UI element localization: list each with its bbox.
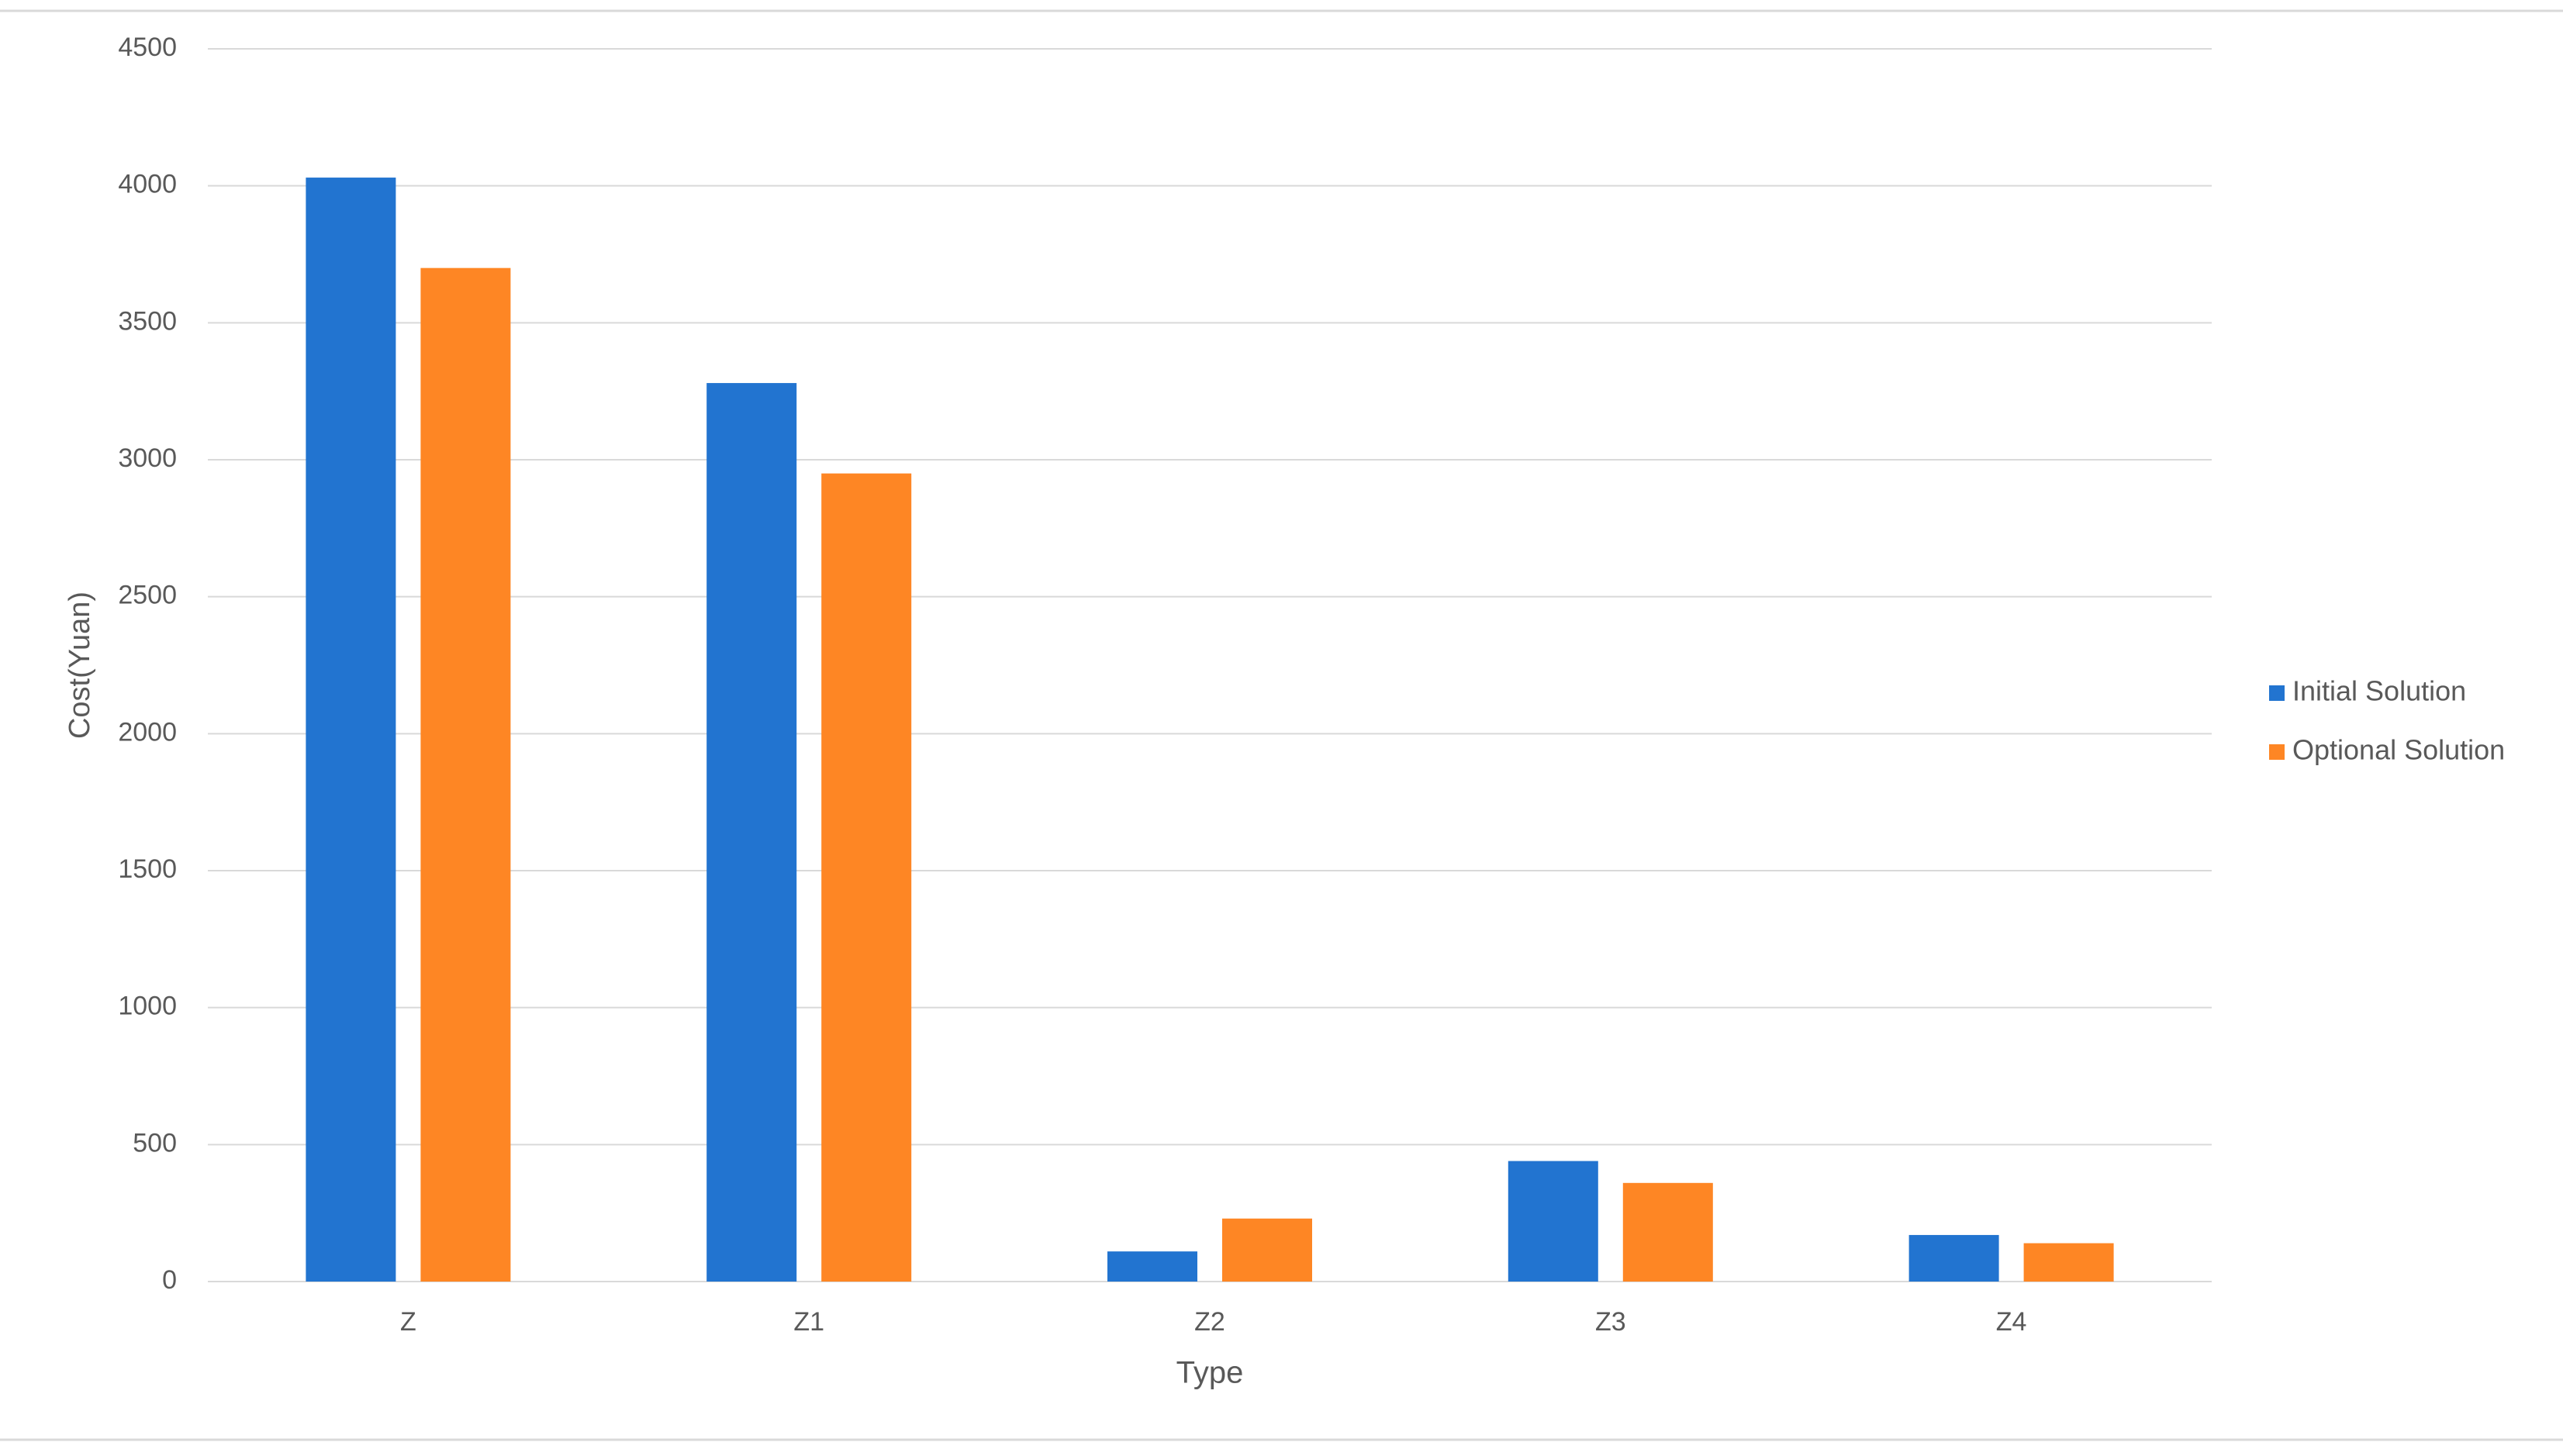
legend-label: Optional Solution xyxy=(2292,734,2505,766)
y-tick-label: 1000 xyxy=(118,992,177,1021)
bar xyxy=(1107,1251,1197,1282)
y-tick-label: 1500 xyxy=(118,854,177,884)
y-tick-label: 500 xyxy=(133,1128,177,1158)
y-tick-label: 2500 xyxy=(118,581,177,610)
x-tick-label: Z xyxy=(400,1307,416,1337)
y-tick-label: 4000 xyxy=(118,170,177,199)
y-tick-label: 4500 xyxy=(118,33,177,62)
x-axis-title: Type xyxy=(1176,1356,1244,1390)
legend-swatch xyxy=(2269,685,2285,701)
y-tick-label: 3000 xyxy=(118,443,177,473)
bar xyxy=(306,178,396,1282)
bar xyxy=(1622,1182,1713,1282)
bar xyxy=(1222,1218,1312,1282)
bar xyxy=(1908,1234,1999,1282)
x-tick-label: Z1 xyxy=(793,1307,824,1337)
x-tick-label: Z2 xyxy=(1194,1307,1225,1337)
bar xyxy=(706,383,797,1282)
legend-label: Initial Solution xyxy=(2292,675,2466,707)
bar xyxy=(2023,1243,2114,1282)
legend-swatch xyxy=(2269,744,2285,760)
y-tick-label: 2000 xyxy=(118,717,177,747)
bar xyxy=(420,267,511,1282)
y-axis-title: Cost(Yuan) xyxy=(64,592,96,739)
y-tick-label: 3500 xyxy=(118,306,177,336)
bar xyxy=(1508,1161,1598,1282)
x-tick-label: Z3 xyxy=(1595,1307,1626,1337)
x-tick-label: Z4 xyxy=(1996,1307,2027,1337)
bar xyxy=(821,473,912,1282)
y-tick-label: 0 xyxy=(162,1265,177,1295)
